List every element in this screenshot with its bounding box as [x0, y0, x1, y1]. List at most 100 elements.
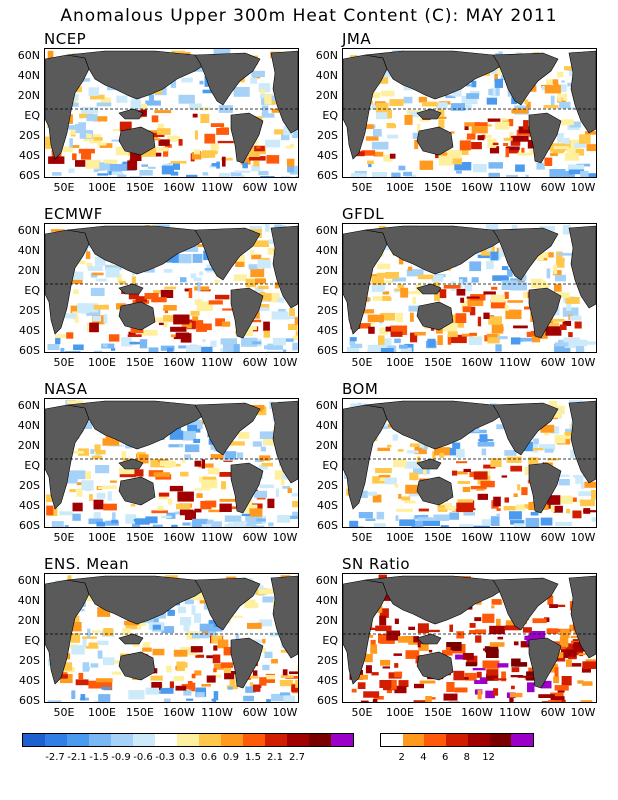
- anomaly-cell: [135, 518, 150, 525]
- anomaly-cell: [289, 143, 295, 148]
- anomaly-cell: [160, 289, 174, 298]
- longitude-label: 100E: [386, 531, 414, 544]
- anomaly-cell: [73, 260, 86, 265]
- anomaly-cell: [498, 247, 506, 257]
- anomaly-cell: [201, 524, 212, 527]
- anomaly-cell: [544, 85, 561, 94]
- anomaly-cell: [271, 108, 279, 113]
- anomaly-cell: [561, 119, 574, 126]
- anomaly-cell: [93, 167, 99, 173]
- land-mass: [364, 575, 506, 625]
- anomaly-cell: [253, 240, 269, 247]
- anomaly-cell: [487, 138, 497, 148]
- anomaly-cell: [512, 135, 529, 142]
- anomaly-cell: [109, 164, 127, 171]
- anomaly-cell: [545, 326, 562, 336]
- anomaly-cell: [224, 515, 242, 522]
- anomaly-cell: [186, 345, 202, 352]
- anomaly-cell: [440, 525, 449, 527]
- longitude-label: 160W: [461, 531, 493, 544]
- anomaly-cell: [376, 511, 385, 520]
- anomaly-cell: [591, 490, 596, 500]
- anomaly-cell: [563, 337, 580, 343]
- anomaly-cell: [365, 518, 376, 521]
- anomaly-cell: [190, 646, 203, 653]
- anomaly-cell: [256, 518, 266, 522]
- anomaly-cell: [351, 688, 357, 693]
- anomaly-cell: [216, 128, 229, 135]
- anomaly-cell: [498, 51, 503, 54]
- anomaly-cell: [152, 648, 165, 656]
- anomaly-cell: [57, 146, 73, 153]
- anomaly-cell: [365, 635, 374, 638]
- anomaly-cell: [170, 334, 176, 338]
- anomaly-cell: [522, 627, 532, 633]
- anomaly-cell: [110, 660, 122, 664]
- anomaly-cell: [223, 342, 234, 352]
- anomaly-cell: [466, 655, 478, 666]
- colorbar-swatch: [111, 734, 133, 746]
- anomaly-cell: [487, 333, 500, 344]
- anomaly-cell: [376, 272, 388, 278]
- ocean-map: [44, 223, 299, 353]
- anomaly-cell: [150, 459, 165, 468]
- anomaly-cell: [125, 444, 132, 449]
- anomaly-cell: [167, 135, 180, 142]
- anomaly-cell: [401, 496, 411, 501]
- anomaly-cell: [69, 138, 73, 148]
- anomaly-cell: [491, 605, 495, 609]
- anomaly-cell: [199, 80, 204, 85]
- anomaly-cell: [532, 618, 547, 624]
- anomaly-cell: [195, 654, 204, 658]
- anomaly-cell: [456, 502, 473, 513]
- anomaly-cell: [212, 674, 222, 678]
- anomaly-cell: [482, 613, 495, 623]
- anomaly-cell: [196, 493, 203, 498]
- anomaly-cell: [184, 288, 191, 292]
- anomaly-cell: [256, 304, 270, 311]
- anomaly-cell: [393, 653, 402, 656]
- longitude-label: 110W: [201, 181, 233, 194]
- anomaly-cell: [79, 113, 94, 119]
- longitude-label: 150E: [424, 706, 452, 719]
- anomaly-cell: [433, 514, 450, 521]
- anomaly-cell: [112, 129, 124, 132]
- colorbar-swatch: [177, 734, 199, 746]
- anomaly-cell: [217, 639, 229, 649]
- anomaly-cell: [549, 604, 558, 608]
- land-mass: [230, 287, 264, 339]
- anomaly-cell: [151, 115, 159, 123]
- anomaly-cell: [253, 160, 260, 167]
- anomaly-cell: [261, 462, 273, 467]
- anomaly-cell: [395, 312, 403, 323]
- colorbar-swatch: [489, 734, 512, 746]
- anomaly-cell: [229, 679, 236, 687]
- anomaly-cell: [47, 344, 60, 350]
- anomaly-cell: [161, 626, 174, 634]
- anomaly-cell: [378, 335, 385, 345]
- anomaly-cell: [412, 516, 419, 523]
- anomaly-cell: [559, 637, 569, 647]
- anomaly-cell: [418, 96, 427, 103]
- anomaly-cell: [88, 518, 103, 525]
- anomaly-cell: [73, 344, 84, 351]
- anomaly-cell: [128, 690, 145, 700]
- anomaly-cell: [191, 605, 196, 615]
- anomaly-cell: [554, 434, 566, 444]
- anomaly-cell: [477, 493, 488, 500]
- latitude-label: 20N: [315, 439, 338, 452]
- anomaly-cell: [201, 629, 209, 634]
- anomaly-cell: [70, 126, 76, 135]
- anomaly-cell: [163, 321, 168, 328]
- anomaly-cell: [256, 146, 261, 149]
- land-mass: [66, 225, 208, 275]
- anomaly-cell: [71, 145, 80, 148]
- panel-jma: JMA 60N 40N 20N EQ 20S 40S 60S 50E 100E 150E 160W 11…: [298, 30, 598, 205]
- anomaly-cell: [124, 620, 140, 626]
- anomaly-cell: [235, 258, 245, 267]
- anomaly-cell: [466, 133, 476, 140]
- panel-ncep: NCEP 60N 40N 20N EQ 20S 40S 60S 50E 100E 150E 160W 1…: [0, 30, 300, 205]
- anomaly-cell: [414, 331, 426, 336]
- latitude-label: 20S: [317, 479, 338, 492]
- anomaly-cell: [486, 333, 498, 338]
